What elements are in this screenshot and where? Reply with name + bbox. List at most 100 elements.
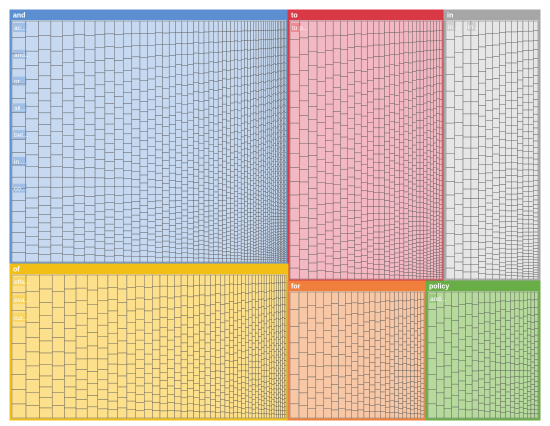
leaf-cell <box>367 226 374 234</box>
leaf-cell <box>369 391 376 400</box>
leaf-cell <box>260 249 264 253</box>
leaf-cell <box>399 247 405 253</box>
leaf-cell <box>263 195 266 201</box>
leaf-cell <box>403 123 409 132</box>
leaf-cell <box>258 48 262 58</box>
leaf-cell <box>528 124 534 133</box>
leaf-cell <box>517 79 524 90</box>
leaf-cell <box>266 391 270 397</box>
leaf-cell <box>522 175 529 182</box>
leaf-cell <box>104 113 115 125</box>
leaf-cell <box>198 127 205 136</box>
leaf-cell <box>240 143 245 151</box>
leaf-cell <box>230 229 235 235</box>
leaf-cell <box>208 61 214 72</box>
leaf-cell <box>533 251 539 255</box>
leaf-cell <box>162 107 170 118</box>
leaf-cell <box>273 202 276 207</box>
leaf-cell <box>280 255 283 259</box>
leaf-cell <box>237 77 242 87</box>
leaf-cell <box>241 358 246 365</box>
leaf-cell <box>233 210 238 216</box>
leaf-cell <box>410 405 415 410</box>
leaf-cell <box>94 72 106 86</box>
leaf-cell <box>139 219 149 227</box>
leaf-cell <box>478 182 487 191</box>
leaf-cell <box>458 408 466 419</box>
leaf-cell <box>398 337 404 346</box>
leaf-cell <box>237 293 242 303</box>
leaf-cell <box>62 157 75 168</box>
leaf-cell <box>281 222 284 226</box>
leaf-cell <box>492 98 500 110</box>
leaf-cell <box>417 386 422 392</box>
leaf-cell <box>174 317 182 328</box>
leaf-cell <box>210 411 216 419</box>
leaf-cell <box>217 122 223 131</box>
leaf-cell <box>505 248 512 254</box>
leaf-cell <box>193 231 200 237</box>
leaf-cell <box>384 224 390 231</box>
leaf-cell <box>247 249 251 254</box>
leaf-cell <box>213 185 219 193</box>
leaf-cell <box>267 182 271 187</box>
leaf-cell <box>237 94 242 104</box>
leaf-cell <box>64 407 77 419</box>
leaf-cell <box>399 101 405 111</box>
leaf-cell <box>433 172 437 179</box>
leaf-cell <box>325 50 334 65</box>
leaf-cell <box>181 104 189 114</box>
leaf-cell <box>237 258 242 263</box>
leaf-cell <box>131 146 141 156</box>
leaf-cell <box>258 254 262 258</box>
leaf-cell <box>253 256 257 260</box>
leaf-cell <box>114 47 124 61</box>
leaf-cell <box>162 77 170 89</box>
leaf-cell <box>369 301 376 312</box>
leaf-cell <box>94 118 106 130</box>
leaf-cell <box>307 387 317 399</box>
leaf-cell <box>187 174 194 182</box>
leaf-cell <box>203 226 210 233</box>
leaf-cell <box>510 349 516 357</box>
leaf-cell <box>419 41 424 52</box>
leaf-cell <box>527 400 532 406</box>
leaf-cell <box>331 356 339 367</box>
leaf-cell <box>505 140 512 149</box>
leaf-cell <box>260 30 264 40</box>
leaf-cell <box>220 304 226 315</box>
leaf-cell <box>399 202 405 209</box>
leaf-cell <box>278 222 281 226</box>
leaf-cell <box>193 82 200 92</box>
leaf-cell <box>412 183 417 191</box>
leaf-cell <box>340 63 349 77</box>
leaf-cell <box>489 323 496 334</box>
leaf-cell <box>406 376 411 383</box>
leaf-cell <box>147 227 156 235</box>
leaf-cell <box>255 301 259 310</box>
leaf-cell <box>412 262 417 267</box>
leaf-cell <box>517 244 524 250</box>
leaf-cell <box>213 71 219 82</box>
leaf-cell <box>533 220 539 225</box>
leaf-cell <box>478 164 487 174</box>
leaf-cell <box>340 101 349 115</box>
leaf-cell <box>499 20 506 33</box>
leaf-cell <box>416 273 421 277</box>
leaf-cell <box>175 206 183 213</box>
leaf-cell <box>533 204 539 209</box>
leaf-cell <box>25 92 39 107</box>
leaf-cell <box>423 86 428 96</box>
leaf-cell <box>373 67 380 79</box>
leaf-cell <box>217 238 223 244</box>
leaf-cell <box>413 315 418 324</box>
leaf-cell <box>357 356 365 367</box>
leaf-cell <box>338 305 346 319</box>
leaf-cell <box>38 167 52 178</box>
leaf-cell <box>430 169 434 176</box>
leaf-cell <box>316 135 326 148</box>
leaf-cell <box>237 389 242 397</box>
leaf-cell <box>510 412 516 419</box>
leaf-cell <box>245 377 249 385</box>
leaf-cell <box>258 240 262 244</box>
